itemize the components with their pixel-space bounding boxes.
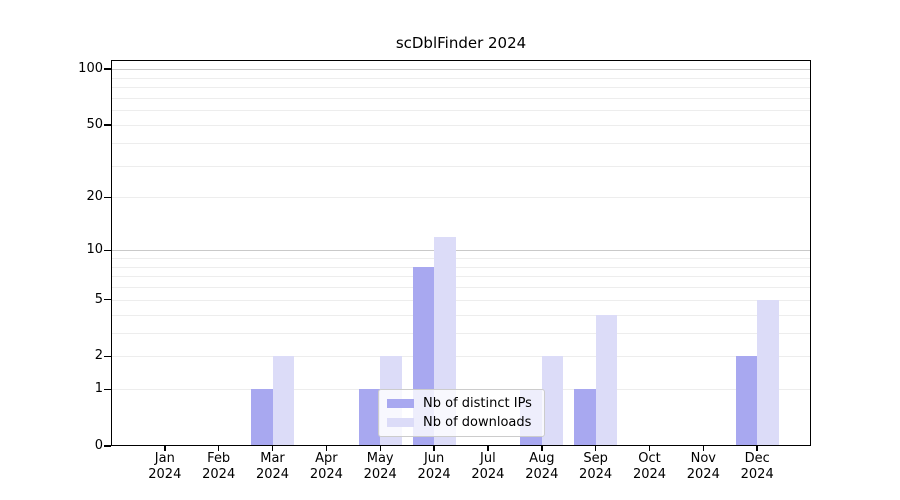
bar-sep-downloads bbox=[595, 314, 618, 446]
x-tick-mark-feb bbox=[217, 446, 220, 451]
x-tick-label-dec: Dec 2024 bbox=[740, 451, 774, 482]
gridline-5 bbox=[111, 299, 811, 301]
gridline-50 bbox=[111, 125, 811, 126]
bar-mar-distinct-ips bbox=[251, 389, 273, 446]
x-tick-label-feb: Feb 2024 bbox=[202, 451, 236, 482]
legend: Nb of distinct IPs Nb of downloads bbox=[378, 389, 545, 437]
x-tick-mark-apr bbox=[325, 446, 328, 451]
y-tick-label-20: 20 bbox=[86, 189, 103, 205]
x-tick-mark-mar bbox=[271, 446, 274, 451]
gridline-7 bbox=[111, 276, 811, 278]
gridline-90 bbox=[111, 77, 811, 79]
chart-title: scDblFinder 2024 bbox=[395, 34, 527, 52]
y-tick-mark-2 bbox=[104, 355, 111, 357]
x-tick-mark-sep bbox=[594, 446, 597, 451]
y-tick-mark-100 bbox=[104, 68, 111, 70]
x-tick-label-nov: Nov 2024 bbox=[686, 451, 720, 482]
x-tick-label-jun: Jun 2024 bbox=[417, 451, 451, 482]
y-tick-label-10: 10 bbox=[86, 242, 103, 258]
y-tick-label-100: 100 bbox=[78, 61, 103, 77]
gridline-30 bbox=[111, 165, 811, 167]
gridline-100 bbox=[111, 69, 811, 71]
x-tick-label-jul: Jul 2024 bbox=[471, 451, 505, 482]
x-tick-label-aug: Aug 2024 bbox=[525, 451, 559, 482]
gridline-20 bbox=[111, 197, 811, 199]
bar-dec-downloads bbox=[757, 299, 779, 446]
y-tick-label-50: 50 bbox=[86, 117, 103, 132]
y-tick-mark-1 bbox=[104, 388, 111, 391]
plot-area: Nb of distinct IPs Nb of downloads bbox=[111, 60, 811, 446]
gridline-40 bbox=[111, 142, 811, 144]
y-tick-label-1: 1 bbox=[94, 381, 103, 397]
x-tick-mark-nov bbox=[702, 446, 705, 451]
bar-sep-distinct-ips bbox=[574, 389, 596, 446]
bar-aug-downloads bbox=[541, 356, 564, 446]
gridline-10 bbox=[111, 250, 811, 252]
bar-dec-distinct-ips bbox=[735, 356, 758, 446]
x-tick-label-may: May 2024 bbox=[363, 451, 397, 482]
y-tick-label-5: 5 bbox=[94, 291, 103, 307]
x-tick-mark-may bbox=[379, 446, 381, 451]
x-tick-mark-oct bbox=[648, 446, 651, 451]
legend-item-downloads: Nb of downloads bbox=[387, 415, 544, 430]
bar-mar-downloads bbox=[272, 356, 294, 446]
y-tick-mark-5 bbox=[104, 298, 111, 301]
legend-swatch-downloads bbox=[387, 418, 414, 427]
gridline-6 bbox=[111, 287, 811, 289]
x-tick-mark-jan bbox=[164, 446, 166, 451]
legend-label-downloads: Nb of downloads bbox=[423, 415, 532, 430]
gridline-70 bbox=[111, 97, 811, 99]
y-tick-mark-10 bbox=[104, 249, 111, 251]
x-tick-label-jan: Jan 2024 bbox=[148, 451, 182, 482]
x-tick-mark-jun bbox=[433, 446, 435, 451]
y-tick-mark-0 bbox=[104, 445, 111, 447]
x-tick-mark-dec bbox=[756, 446, 758, 451]
x-tick-mark-jul bbox=[487, 446, 489, 451]
y-tick-mark-50 bbox=[104, 124, 111, 126]
x-tick-label-oct: Oct 2024 bbox=[632, 451, 667, 482]
y-tick-mark-20 bbox=[104, 196, 111, 199]
y-tick-label-0: 0 bbox=[94, 438, 103, 453]
gridline-60 bbox=[111, 110, 811, 112]
gridline-9 bbox=[111, 258, 811, 259]
legend-swatch-distinct-ips bbox=[387, 399, 414, 408]
legend-label-distinct-ips: Nb of distinct IPs bbox=[423, 396, 532, 411]
x-tick-label-sep: Sep 2024 bbox=[579, 451, 613, 482]
gridline-8 bbox=[111, 266, 811, 268]
gridline-2 bbox=[111, 356, 811, 358]
gridline-3 bbox=[111, 332, 811, 334]
legend-item-distinct-ips: Nb of distinct IPs bbox=[387, 396, 544, 411]
bar-may-distinct-ips bbox=[358, 389, 381, 446]
gridline-80 bbox=[111, 87, 811, 89]
x-tick-mark-aug bbox=[541, 446, 543, 451]
x-tick-label-apr: Apr 2024 bbox=[309, 451, 343, 482]
x-tick-label-mar: Mar 2024 bbox=[255, 451, 290, 482]
gridline-4 bbox=[111, 314, 811, 316]
y-tick-label-2: 2 bbox=[94, 348, 103, 364]
